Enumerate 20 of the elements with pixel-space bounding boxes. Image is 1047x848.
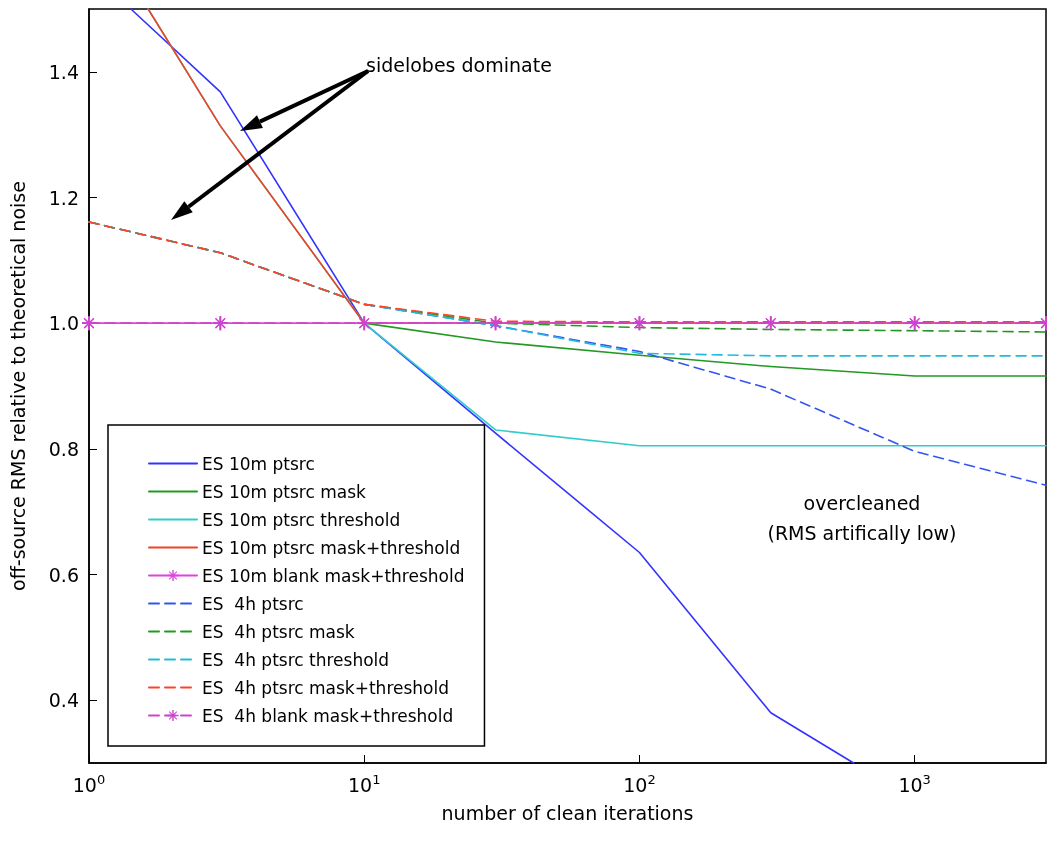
y-tick-label: 0.6: [48, 563, 79, 586]
legend-label: ES 4h ptsrc: [202, 593, 304, 614]
legend-label: ES 4h ptsrc mask+threshold: [202, 677, 449, 698]
y-tick-label: 0.4: [48, 689, 79, 712]
legend-label: ES 10m ptsrc threshold: [202, 509, 401, 530]
y-axis-title: off-source RMS relative to theoretical noise: [6, 181, 29, 591]
legend-label: ES 10m ptsrc: [202, 453, 315, 474]
y-tick-label: 1.0: [48, 312, 79, 335]
annotation: overcleaned (RMS artifically low): [767, 492, 957, 544]
annotation: sidelobes dominate: [366, 54, 552, 76]
y-tick-label: 1.2: [48, 186, 79, 209]
legend-label: ES 4h blank mask+threshold: [202, 705, 454, 726]
legend-label: ES 4h ptsrc threshold: [202, 649, 390, 670]
legend-label: ES 10m ptsrc mask: [202, 481, 367, 502]
y-tick-label: 0.8: [48, 437, 79, 460]
legend-label: ES 10m blank mask+threshold: [202, 565, 465, 586]
legend-label: ES 4h ptsrc mask: [202, 621, 355, 642]
y-tick-label: 1.4: [48, 60, 79, 83]
legend-label: ES 10m ptsrc mask+threshold: [202, 537, 461, 558]
x-axis-title: number of clean iterations: [441, 801, 694, 824]
